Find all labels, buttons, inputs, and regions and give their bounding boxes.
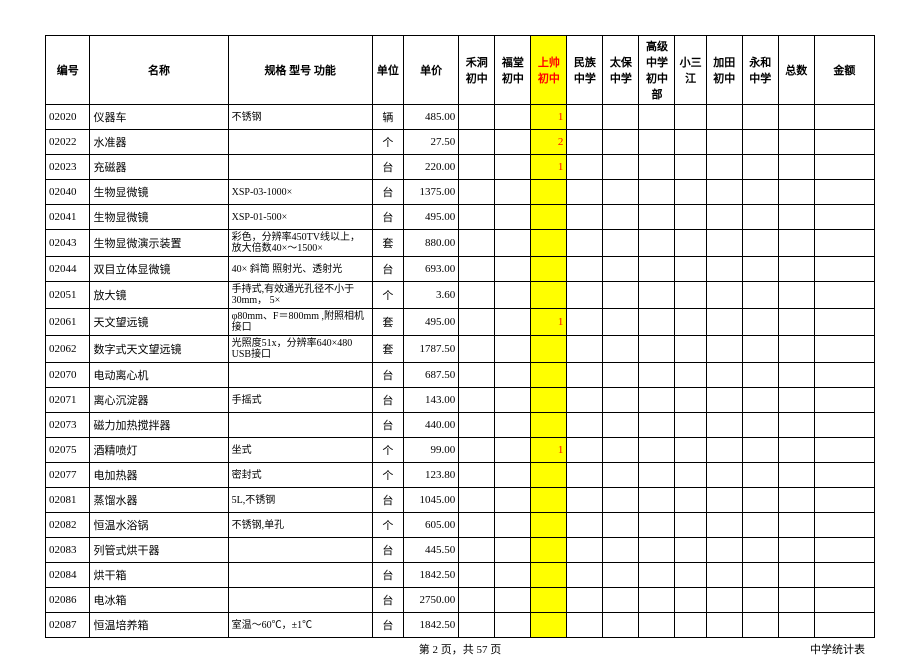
table-row: 02061天文望远镜φ80mm、F＝800mm ,附照相机接口套495.001 (46, 309, 875, 336)
table-row: 02051放大镜手持式,有效通光孔径不小于30mm， 5×个3.60 (46, 282, 875, 309)
column-header: 单位 (372, 36, 403, 105)
column-header: 太保中学 (603, 36, 639, 105)
table-row: 02087恒温培养箱室温～60℃，±1℃台1842.50 (46, 613, 875, 638)
table-row: 02070电动离心机台687.50 (46, 363, 875, 388)
table-row: 02040生物显微镜XSP-03-1000×台1375.00 (46, 180, 875, 205)
column-header: 加田初中 (706, 36, 742, 105)
column-header: 小三江 (675, 36, 706, 105)
table-row: 02071离心沉淀器手摇式台143.00 (46, 388, 875, 413)
page-footer: 第 2 页，共 57 页 中学统计表 (45, 641, 875, 659)
column-header: 总数 (778, 36, 814, 105)
column-header: 上帅初中 (531, 36, 567, 105)
table-row: 02043生物显微演示装置彩色，分辨率450TV线以上，放大倍数40×～1500… (46, 230, 875, 257)
table-row: 02073磁力加热搅拌器台440.00 (46, 413, 875, 438)
table-row: 02077电加热器密封式个123.80 (46, 463, 875, 488)
table-row: 02083列管式烘干器台445.50 (46, 538, 875, 563)
column-header: 规格 型号 功能 (228, 36, 372, 105)
column-header: 编号 (46, 36, 90, 105)
table-row: 02022水准器个27.502 (46, 130, 875, 155)
table-row: 02041生物显微镜XSP-01-500×台495.00 (46, 205, 875, 230)
table-header-row: 编号名称规格 型号 功能单位单价禾洞初中福堂初中上帅初中民族中学太保中学高级中学… (46, 36, 875, 105)
column-header: 福堂初中 (495, 36, 531, 105)
column-header: 禾洞初中 (459, 36, 495, 105)
column-header: 单价 (404, 36, 459, 105)
column-header: 金额 (814, 36, 874, 105)
table-row: 02086电冰箱台2750.00 (46, 588, 875, 613)
column-header: 永和中学 (742, 36, 778, 105)
table-row: 02082恒温水浴锅不锈钢,单孔个605.00 (46, 513, 875, 538)
column-header: 名称 (90, 36, 228, 105)
table-row: 02062数字式天文望远镜光照度51x，分辨率640×480 USB接口套178… (46, 336, 875, 363)
column-header: 民族中学 (567, 36, 603, 105)
table-row: 02075酒精喷灯坐式个99.001 (46, 438, 875, 463)
table-row: 02081蒸馏水器5L,不锈钢台1045.00 (46, 488, 875, 513)
table-row: 02084烘干箱台1842.50 (46, 563, 875, 588)
page-indicator: 第 2 页，共 57 页 (419, 641, 502, 657)
table-row: 02020仪器车不锈钢辆485.001 (46, 105, 875, 130)
table-row: 02023充磁器台220.001 (46, 155, 875, 180)
footer-title: 中学统计表 (810, 641, 865, 657)
table-row: 02044双目立体显微镜40× 斜筒 照射光、透射光台693.00 (46, 257, 875, 282)
column-header: 高级中学初中部 (639, 36, 675, 105)
data-table: 编号名称规格 型号 功能单位单价禾洞初中福堂初中上帅初中民族中学太保中学高级中学… (45, 35, 875, 638)
